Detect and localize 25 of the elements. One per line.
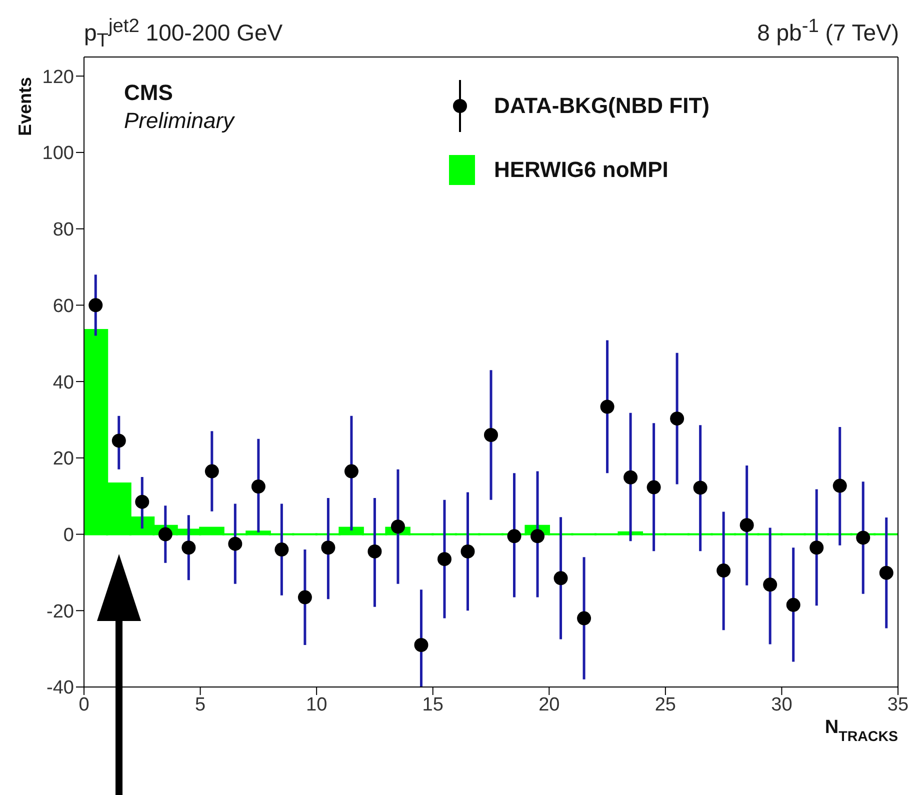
x-tick-label: 25 <box>654 694 676 716</box>
y-tick-label: -20 <box>46 601 74 622</box>
y-tick-label: 60 <box>52 296 74 317</box>
y-tick-label: 20 <box>52 448 74 470</box>
y-axis-title: Events <box>15 76 36 136</box>
x-tick-label: 20 <box>538 694 560 716</box>
y-tick-label: 40 <box>52 372 74 394</box>
y-tick-label: 120 <box>42 66 74 88</box>
x-tick-label: 5 <box>194 694 206 716</box>
x-tick-label: 0 <box>78 694 90 716</box>
legend-label: HERWIG6 noMPI <box>494 157 668 183</box>
chart-title: p$_{T}$$^{jet2}$ 100-200 GeV <box>84 16 283 52</box>
x-tick-label: 35 <box>887 694 909 716</box>
legend-label: DATA-BKG(NBD FIT) <box>494 93 710 119</box>
x-tick-label: 15 <box>422 694 444 716</box>
x-tick-label: 30 <box>771 694 792 716</box>
annotation: Preliminary <box>124 108 234 134</box>
y-tick-label: 80 <box>52 220 74 241</box>
y-tick-label: -40 <box>46 678 74 699</box>
y-tick-label: 100 <box>42 143 74 164</box>
y-tick-label: 0 <box>63 525 74 546</box>
annotation: CMS <box>124 80 173 106</box>
x-axis-title: N$_{TRACKS}$ <box>824 717 898 745</box>
chart-subtitle: 8 pb$^{-1}$ (7 TeV) <box>757 16 899 47</box>
x-tick-label: 10 <box>306 694 328 716</box>
